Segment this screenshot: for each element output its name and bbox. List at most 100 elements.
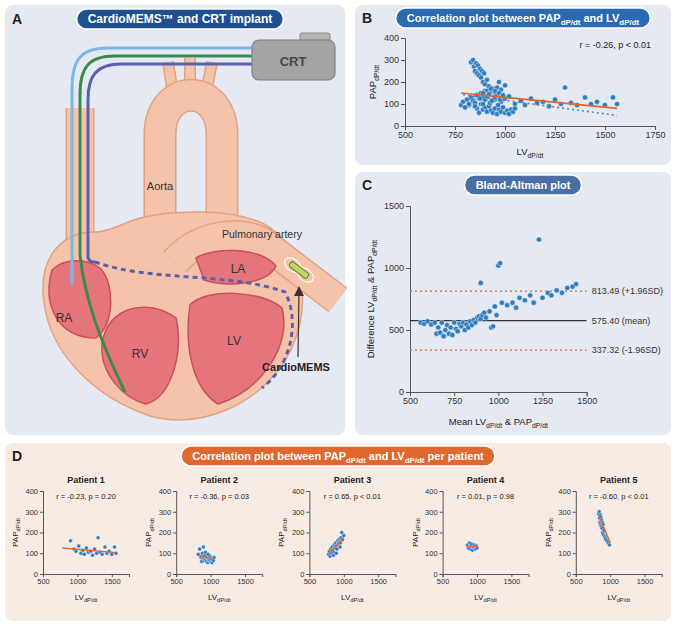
crt-device: [252, 40, 335, 80]
regression-line: [463, 95, 617, 116]
chart-title: Patient 2: [200, 475, 238, 485]
tick-label: 1000: [203, 577, 220, 586]
point: [484, 77, 489, 82]
tick-label: 0: [394, 121, 399, 131]
x-axis: 50010001500: [304, 574, 396, 586]
subscript: dP/dt: [483, 597, 497, 603]
point: [528, 293, 533, 298]
subscript: dP/dt: [84, 597, 98, 603]
y-axis: 0100200300400: [25, 487, 43, 579]
tick-label: 1000: [336, 577, 353, 586]
subscript: dP/dt: [15, 518, 21, 532]
plot-area: [597, 510, 612, 547]
tick-mark: [406, 206, 410, 207]
tick: 1000: [70, 574, 87, 586]
point: [487, 309, 492, 314]
tick-label: 300: [25, 508, 38, 517]
tick-mark: [40, 512, 43, 513]
tick-mark: [573, 574, 576, 575]
title-pill: [77, 9, 284, 29]
tick: 1500: [237, 574, 254, 586]
point: [490, 324, 495, 329]
tick-label: 1250: [545, 130, 565, 140]
point: [499, 300, 504, 305]
chart: 500100015000100200300400LVdP/dtPAPdP/dtr…: [277, 475, 396, 603]
subscript: dP/dt: [527, 152, 543, 159]
tick: 300: [25, 508, 43, 517]
tick-label: 1500: [384, 201, 404, 211]
tick: 1000: [489, 392, 509, 406]
plot-area: [62, 536, 118, 558]
point: [498, 260, 503, 265]
tick: 1000: [469, 574, 486, 586]
chart-title: Patient 5: [600, 475, 638, 485]
tick: 400: [558, 487, 576, 496]
tick-label: 400: [159, 487, 172, 496]
subscript: dP/dt: [548, 518, 554, 532]
tick-mark: [173, 574, 176, 575]
tick: 300: [425, 508, 443, 517]
tick: 1000: [384, 263, 410, 273]
point: [562, 85, 567, 90]
tick: 200: [425, 528, 443, 537]
pulmonary-artery-edge: [175, 236, 338, 300]
x-axis-title: Mean LVdP/dt & PAPdP/dt: [449, 416, 548, 429]
annotation: r = -0.36, p = 0.03: [189, 492, 249, 501]
panel-title-text: Bland-Altman plot: [476, 179, 571, 191]
tick: 200: [292, 528, 310, 537]
annotation: r = 0.65, p < 0.01: [324, 492, 381, 501]
y-axis: 0100200300400: [425, 487, 443, 579]
point: [496, 79, 501, 84]
tick: 100: [25, 549, 43, 558]
chart: 500100015000100200300400LVdP/dtPAPdP/dtr…: [411, 475, 529, 603]
tick: 0: [433, 570, 442, 579]
axis-line: [573, 492, 577, 575]
tick: 0: [34, 570, 43, 579]
tick-label: 500: [304, 577, 317, 586]
point: [510, 300, 515, 305]
tick: 500: [37, 574, 50, 586]
tick: 750: [448, 126, 463, 140]
chart-title: Patient 1: [67, 475, 105, 485]
y-axis-title: Difference LVdP/dt & PAPdP/dt: [365, 240, 378, 359]
subscript: dP/dt: [373, 65, 380, 81]
point: [554, 288, 559, 293]
y-axis-title: PAPdP/dt: [11, 518, 21, 547]
tick: 0: [399, 387, 410, 397]
axis-line: [40, 492, 44, 575]
tick: 1500: [637, 574, 654, 586]
title-pill: [181, 446, 495, 466]
sensor-arrow: [298, 292, 299, 357]
tick-label: 100: [558, 549, 571, 558]
axis-line: [406, 127, 656, 131]
tick-mark: [401, 104, 405, 105]
point: [481, 71, 486, 76]
reference-label: 337.32 (-1.96SD): [592, 345, 661, 355]
plot-area: [410, 237, 587, 350]
text-run: PAP: [277, 532, 286, 547]
tick: 500: [304, 574, 317, 586]
point: [206, 552, 210, 556]
tick-label: 1500: [595, 130, 615, 140]
tick: 500: [403, 392, 418, 406]
tick-label: 400: [558, 487, 571, 496]
tick-label: 100: [425, 549, 438, 558]
tick-mark: [306, 512, 309, 513]
point: [513, 305, 518, 310]
lead-rv: [80, 56, 252, 392]
tick-label: 1500: [637, 577, 654, 586]
tick: 0: [567, 570, 576, 579]
text-run: Correlation plot between PAP: [192, 450, 346, 462]
point: [531, 300, 536, 305]
tick-label: 300: [384, 55, 399, 65]
tick-mark: [573, 553, 576, 554]
chart: 500750100012501500050010001500813.49 (+1…: [365, 201, 663, 428]
figure-container: CRTAortaPulmonary arteryLARARVLVCardioME…: [0, 0, 676, 626]
point: [522, 298, 527, 303]
tick-mark: [306, 533, 309, 534]
point: [436, 325, 441, 330]
point: [448, 325, 453, 330]
tick-mark: [573, 512, 576, 513]
point: [91, 553, 95, 557]
panel-title: Bland-Altman plot: [464, 175, 581, 195]
